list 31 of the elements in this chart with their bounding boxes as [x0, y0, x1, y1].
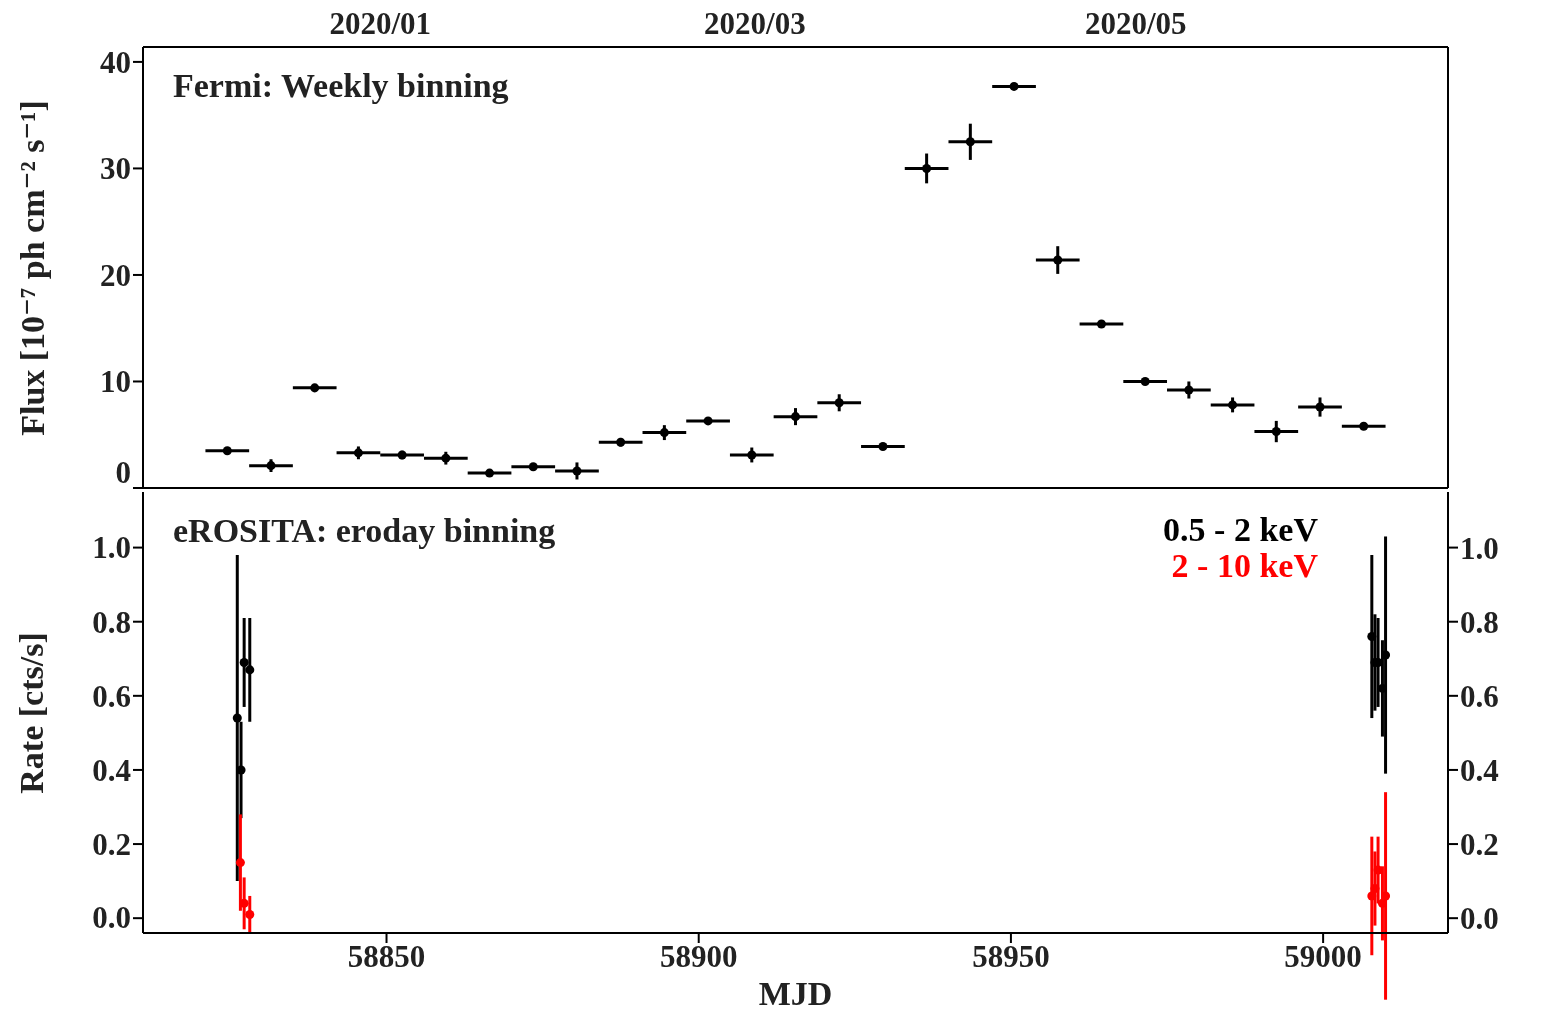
y2-tick-label: 0.4 — [1460, 752, 1499, 788]
y2-tick-label: 1.0 — [1460, 530, 1499, 566]
annotation: eROSITA: eroday binning — [173, 512, 556, 550]
annotation: Fermi: Weekly binning — [173, 67, 509, 105]
x2-tick-label: 2020/03 — [704, 6, 806, 41]
y2-tick-label: 0.2 — [1460, 827, 1499, 863]
y-tick-label: 30 — [100, 151, 131, 187]
y-tick-label: 0.8 — [92, 604, 131, 640]
y-tick-label: 20 — [100, 257, 131, 293]
y-axis-title: Flux [10⁻⁷ ph cm⁻² s⁻¹] — [13, 99, 52, 436]
y2-tick-label: 0.0 — [1460, 901, 1499, 937]
text: 0.5 - 2 keV — [1163, 511, 1318, 548]
y-tick-label: 0.4 — [92, 752, 131, 788]
x-tick-label: 58850 — [347, 939, 426, 975]
y-axis-title: Rate [cts/s] — [13, 631, 51, 794]
x-axis-title: MJD — [758, 975, 833, 1013]
y-tick-label: 0.2 — [92, 826, 131, 862]
x-tick-label: 58950 — [972, 939, 1050, 975]
y-tick-label: 0.0 — [92, 899, 131, 935]
x-tick-label: 58900 — [659, 939, 738, 975]
x2-tick-label: 2020/05 — [1084, 6, 1187, 41]
y2-tick-label: 0.8 — [1460, 604, 1499, 640]
text: 2 - 10 keV — [1170, 547, 1318, 584]
y-tick-label: 1.0 — [92, 530, 131, 566]
y-tick-label: 10 — [100, 364, 131, 400]
x-tick-label: 59000 — [1284, 939, 1362, 975]
x2-tick-label: 2020/01 — [329, 6, 432, 41]
y-tick-label: 40 — [100, 44, 131, 80]
y-tick-label: 0.6 — [92, 678, 131, 714]
y-tick-label: 0 — [115, 454, 131, 490]
y2-tick-label: 0.6 — [1460, 678, 1499, 714]
